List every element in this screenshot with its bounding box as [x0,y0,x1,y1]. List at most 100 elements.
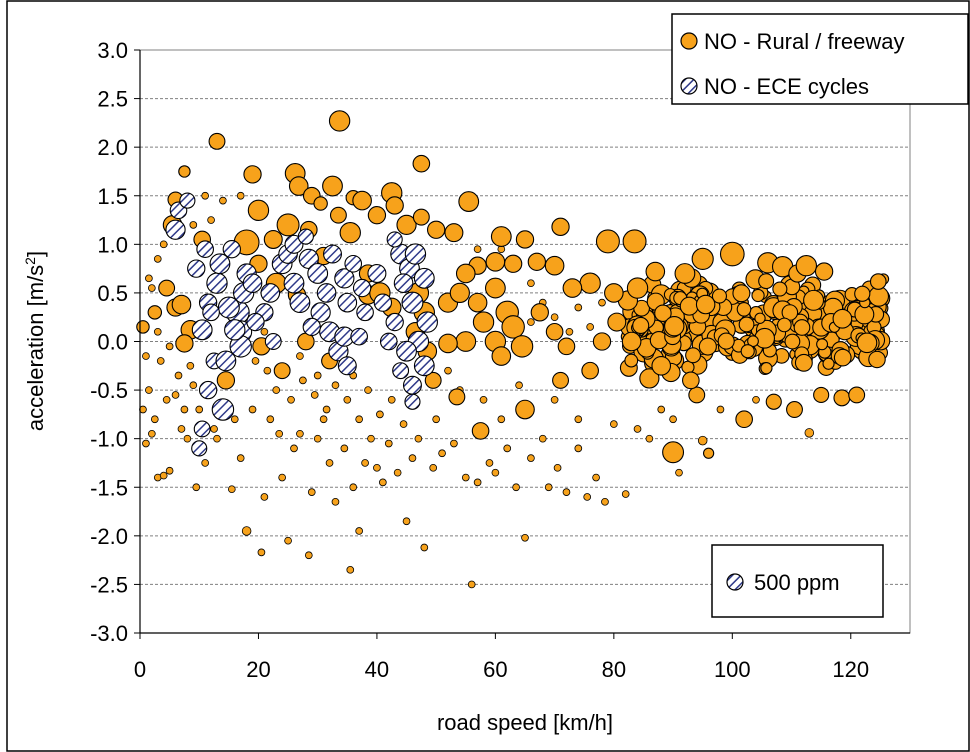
rural-freeway-point [247,199,270,222]
ece-cycle-point [191,440,208,457]
rural-freeway-point [515,399,535,420]
ece-cycle-point [344,254,363,273]
rural-freeway-point [412,208,430,226]
small-data-point [461,473,470,482]
small-data-point [399,420,408,428]
x-tick-label: 40 [365,657,389,682]
rural-freeway-point [754,312,766,324]
small-data-point [159,471,168,480]
legend-label-rural-freeway: NO - Rural / freeway [704,29,905,54]
small-data-point [574,303,583,312]
small-data-point [550,395,559,404]
legend-marker-ece-cycles [680,77,698,95]
ece-cycle-point [284,234,304,254]
rural-freeway-point [438,333,458,354]
small-data-point [319,415,328,424]
small-data-point [393,468,402,477]
small-data-point [491,468,500,477]
small-data-point [364,386,372,394]
small-data-point [402,517,411,526]
x-tick-label: 20 [246,657,270,682]
bubble-size-key: 500 ppm [711,544,884,618]
small-data-point [373,463,381,472]
ece-cycle-point [323,244,342,264]
ece-cycle-point [413,267,435,289]
small-data-point [325,459,334,467]
small-data-point [361,459,369,467]
rural-freeway-point [784,333,801,350]
rural-freeway-point [551,217,570,237]
small-data-point [145,274,153,283]
small-data-point [174,371,183,380]
ece-cycle-point [352,278,372,298]
rural-freeway-point [352,190,372,211]
rural-freeway-point [510,335,534,358]
small-data-point [159,240,168,249]
small-data-point [153,327,162,336]
rural-freeway-point [624,353,639,368]
small-data-point [257,548,266,557]
small-data-point [251,357,260,365]
small-data-point [521,533,529,542]
ece-cycle-point [191,319,213,341]
small-data-point [241,526,252,536]
ece-cycle-point [246,312,265,332]
x-tick-label: 80 [602,657,626,682]
x-tick-labels: 0 20 40 60 80 100 120 [134,657,869,682]
rural-freeway-point [412,154,431,173]
small-data-point [236,191,245,200]
rural-freeway-point [848,386,866,404]
ece-cycle-point [179,192,196,209]
small-data-point [544,483,553,492]
small-data-point [296,429,304,438]
small-data-point [331,497,340,506]
small-data-point [387,395,396,404]
ece-cycle-point [222,240,241,259]
ece-cycle-point [316,283,337,303]
small-data-point [562,488,571,496]
ece-cycle-point [356,303,374,322]
ece-cycle-point [337,292,358,313]
small-data-point [657,405,666,414]
small-data-point [669,415,677,424]
rural-freeway-point [674,263,696,284]
rural-freeway-point [717,332,735,350]
small-data-point [290,444,298,453]
small-data-point [177,425,186,433]
rural-freeway-point [695,294,716,315]
small-data-point [574,444,583,453]
ece-cycle-point [367,263,387,283]
rural-freeway-point [530,303,549,322]
rural-freeway-point [490,226,512,247]
small-data-point [355,527,363,535]
rural-freeway-point [795,255,818,277]
ece-cycle-point [404,243,427,265]
ece-cycle-point [242,273,263,294]
rural-freeway-point [552,371,569,389]
small-data-point [376,410,384,419]
rural-freeway-point [645,261,666,282]
small-data-point [583,493,592,501]
ece-cycle-point [416,311,438,333]
small-data-point [278,473,286,482]
small-data-point [429,463,438,472]
y-tick-label: 1.0 [97,232,128,257]
small-data-point [266,415,275,424]
small-data-point [527,454,535,462]
small-data-point [538,434,547,443]
rural-freeway-point [444,223,464,243]
small-data-point [142,352,150,360]
small-data-point [299,376,307,385]
rural-freeway-point [595,229,620,254]
ece-cycle-point [334,268,355,289]
ece-cycle-point [386,231,403,248]
rural-freeway-point [322,175,343,197]
ece-cycle-point [401,291,424,314]
small-data-point [432,415,440,424]
small-data-point [142,439,150,448]
legend: NO - Rural / freeway NO - ECE cycles [671,13,969,105]
small-data-point [553,463,562,472]
rural-freeway-point [367,206,387,225]
rural-freeway-point [822,357,835,370]
small-data-point [201,191,209,200]
